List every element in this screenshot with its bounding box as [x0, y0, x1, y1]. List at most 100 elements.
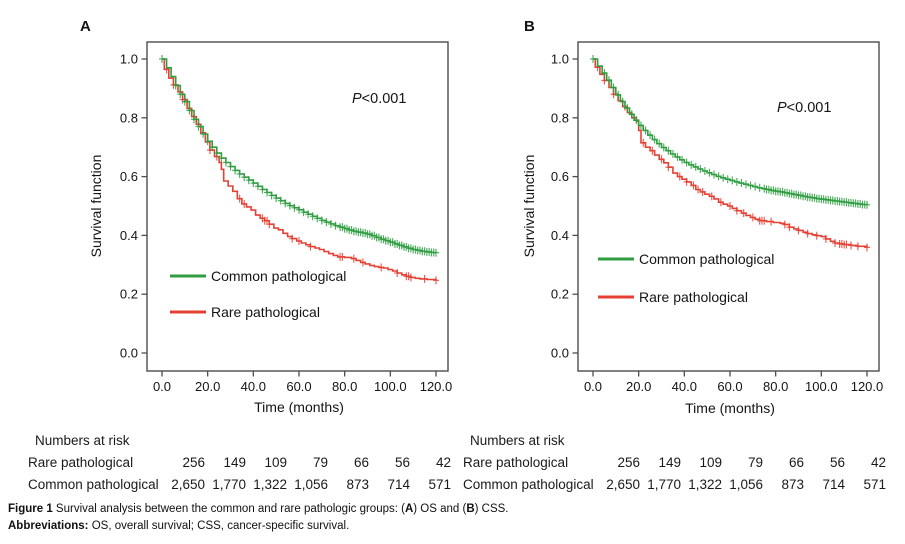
- risk-count: 714: [822, 477, 845, 492]
- x-tick-label: 40.0: [672, 379, 697, 394]
- panel-a-axes: 0.0 20.0 40.0 60.0 80.0 100.0 120.0 1.0 0.8 0.6 0.…: [120, 52, 452, 395]
- figure-caption: Figure 1 Survival analysis between the c…: [8, 501, 509, 535]
- caption-text-part: A: [404, 503, 414, 515]
- panel-b-pvalue: P<0.001: [777, 100, 831, 116]
- risk-count: 2,650: [606, 477, 640, 492]
- y-tick-label: 0.2: [551, 287, 569, 302]
- caption-text-part: Survival analysis between the common and…: [52, 503, 405, 515]
- caption-figure-label: Figure 1: [8, 503, 53, 515]
- risk-count: 873: [781, 477, 804, 492]
- risk-count: 256: [182, 455, 205, 470]
- risk-count: 714: [387, 477, 410, 492]
- y-tick-label: 0.0: [551, 346, 569, 361]
- risk-count: 1,770: [212, 477, 246, 492]
- caption-abbrev-text: OS, overall survival; CSS, cancer-specif…: [88, 520, 350, 532]
- x-tick-label: 100.0: [805, 379, 838, 394]
- risk-count: 1,322: [688, 477, 722, 492]
- y-tick-label: 0.8: [551, 110, 569, 125]
- km-curve-rare: [593, 58, 868, 248]
- censor-marks-common: [159, 55, 439, 257]
- x-tick-label: 80.0: [332, 379, 357, 394]
- risk-count: 42: [435, 455, 451, 470]
- y-tick-label: 1.0: [120, 52, 138, 67]
- risk-row-rare-a: Rare pathological 256 149 109 79 66 56 42: [28, 452, 458, 474]
- risk-row-label: Rare pathological: [28, 455, 134, 470]
- panel-a-plot-area: [146, 41, 449, 372]
- y-tick-label: 0.6: [120, 169, 138, 184]
- caption-line-1: Figure 1 Survival analysis between the c…: [8, 501, 509, 518]
- panel-a-curves: [159, 55, 439, 285]
- x-tick-label: 120.0: [851, 379, 884, 394]
- x-tick-label: 20.0: [626, 379, 651, 394]
- risk-count: 1,056: [294, 477, 328, 492]
- risk-table-a-title: Numbers at risk: [35, 433, 130, 448]
- x-tick-label: 20.0: [195, 379, 220, 394]
- risk-count: 1,770: [647, 477, 681, 492]
- x-tick-label: 80.0: [763, 379, 788, 394]
- risk-count: 2,650: [171, 477, 205, 492]
- risk-count: 149: [223, 455, 246, 470]
- risk-row-rare-b: Rare pathological 256 149 109 79 66 56 42: [463, 452, 893, 474]
- panel-b: B 0.0 20.0 40.0 60.0 80.0 100.0 120.0 1.0 0.8 0.6…: [521, 18, 883, 416]
- risk-row-common-a: Common pathological 2,650 1,770 1,322 1,056…: [28, 474, 458, 496]
- panel-b-xlabel: Time (months): [685, 400, 775, 416]
- panel-b-legend-rare: Rare pathological: [639, 289, 748, 305]
- y-tick-label: 0.2: [120, 287, 138, 302]
- panel-b-label: B: [524, 18, 535, 35]
- risk-table-a: Numbers at risk Rare pathological 256 149…: [28, 430, 458, 496]
- censor-marks-common: [590, 55, 870, 209]
- caption-line-2: Abbreviations: OS, overall survival; CSS…: [8, 518, 509, 535]
- survival-plots-svg: A 0.0 20.0 40.0 60.0 80.0 100.0 120.0 1.0 0.8 0.6…: [80, 18, 883, 416]
- risk-count: 79: [312, 455, 328, 470]
- x-tick-label: 60.0: [286, 379, 311, 394]
- x-tick-label: 0.0: [584, 379, 602, 394]
- panel-a-pvalue: P<0.001: [352, 91, 406, 107]
- risk-count: 1,056: [729, 477, 763, 492]
- x-tick-label: 100.0: [374, 379, 407, 394]
- risk-count: 66: [353, 455, 369, 470]
- risk-table-b-title: Numbers at risk: [470, 433, 565, 448]
- risk-count: 149: [658, 455, 681, 470]
- y-tick-label: 1.0: [551, 52, 569, 67]
- risk-count: 1,322: [253, 477, 287, 492]
- risk-row-label: Rare pathological: [463, 455, 569, 470]
- risk-count: 79: [747, 455, 763, 470]
- risk-row-label: Common pathological: [463, 477, 594, 492]
- panel-a-xlabel: Time (months): [254, 399, 344, 415]
- caption-text-part: ) CSS.: [474, 503, 509, 515]
- km-curve-common: [593, 58, 868, 206]
- censor-marks-rare: [594, 63, 870, 252]
- y-tick-label: 0.0: [120, 346, 138, 361]
- km-curve-common: [162, 58, 437, 254]
- y-tick-label: 0.6: [551, 169, 569, 184]
- panel-b-plot-area: [577, 41, 880, 372]
- risk-count: 873: [346, 477, 369, 492]
- risk-count: 56: [394, 455, 410, 470]
- risk-count: 56: [829, 455, 845, 470]
- risk-count: 571: [428, 477, 451, 492]
- y-tick-label: 0.4: [551, 228, 569, 243]
- x-tick-label: 40.0: [241, 379, 266, 394]
- panel-a-legend-rare: Rare pathological: [211, 304, 320, 320]
- risk-count: 109: [699, 455, 722, 470]
- risk-table-b: Numbers at risk Rare pathological 256 149…: [463, 430, 893, 496]
- panel-a: A 0.0 20.0 40.0 60.0 80.0 100.0 120.0 1.0 0.8 0.6…: [80, 18, 452, 415]
- risk-count: 66: [788, 455, 804, 470]
- panel-b-curves: [590, 55, 870, 252]
- panel-b-legend-common: Common pathological: [639, 251, 774, 267]
- y-tick-label: 0.4: [120, 228, 138, 243]
- caption-text-part: B: [466, 503, 475, 515]
- panel-a-ylabel: Survival function: [88, 155, 104, 258]
- risk-count: 42: [870, 455, 886, 470]
- risk-count: 256: [617, 455, 640, 470]
- panel-a-legend-common: Common pathological: [211, 268, 346, 284]
- caption-text-part: ) OS and (: [413, 503, 467, 515]
- panel-a-label: A: [80, 18, 91, 35]
- risk-row-label: Common pathological: [28, 477, 159, 492]
- risk-count: 109: [264, 455, 287, 470]
- risk-count: 571: [863, 477, 886, 492]
- risk-row-common-b: Common pathological 2,650 1,770 1,322 1,056…: [463, 474, 893, 496]
- panel-b-ylabel: Survival function: [521, 155, 537, 258]
- x-tick-label: 60.0: [717, 379, 742, 394]
